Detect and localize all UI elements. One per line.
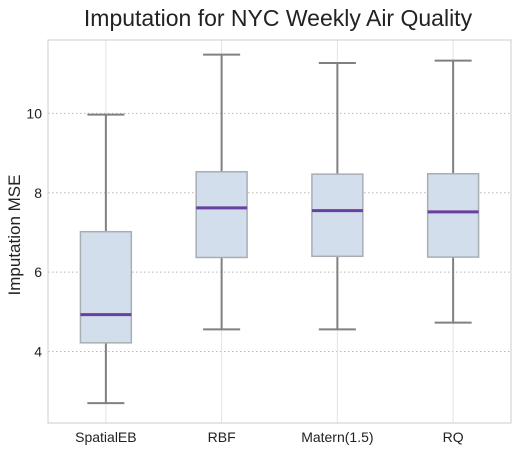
- box-3: [426, 173, 480, 258]
- plot-area: 4 6 8 10 SpatialEB RBF Matern(1.5) RQ: [26, 39, 512, 445]
- x-tick-label: SpatialEB: [75, 429, 136, 445]
- box-1: [195, 171, 248, 259]
- x-tick-label: RBF: [208, 429, 236, 445]
- chart-title: Imputation for NYC Weekly Air Quality: [84, 5, 473, 31]
- y-tick-label: 8: [34, 185, 42, 201]
- x-tick-label: RQ: [443, 429, 464, 445]
- plot-frame: [47, 39, 512, 424]
- y-tick-label: 4: [34, 344, 42, 360]
- x-tick-label: Matern(1.5): [301, 429, 373, 445]
- box-0: [79, 230, 133, 344]
- box-2: [311, 173, 364, 258]
- y-tick-label: 10: [26, 105, 42, 121]
- y-axis-label: Imputation MSE: [5, 175, 24, 296]
- y-tick-label: 6: [34, 264, 42, 280]
